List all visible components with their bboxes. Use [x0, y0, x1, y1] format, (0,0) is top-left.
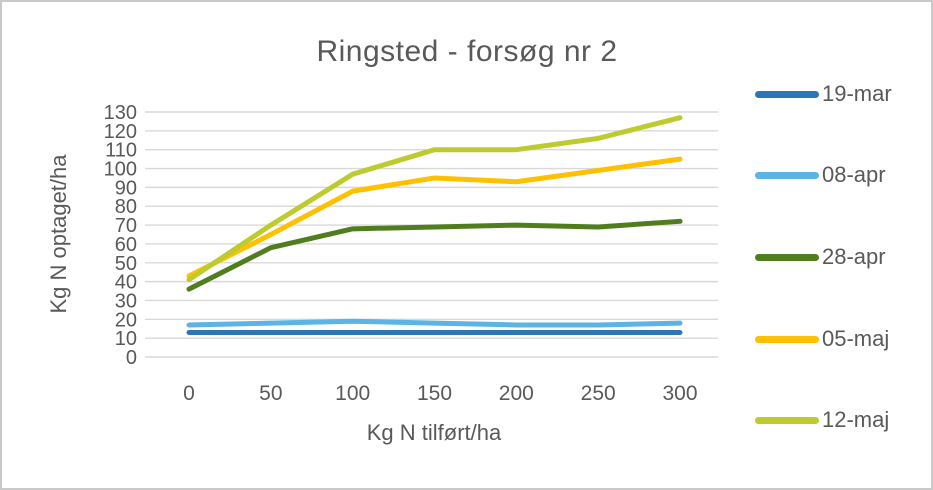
legend-label: 19-mar	[822, 81, 892, 106]
y-tick-label: 70	[115, 215, 137, 237]
legend-label: 28-apr	[822, 244, 886, 269]
y-tick-label: 80	[115, 196, 137, 218]
x-tick-label: 250	[581, 382, 616, 405]
x-tick-label: 150	[417, 382, 452, 405]
y-tick-label: 0	[126, 347, 137, 369]
legend-label: 12-maj	[822, 407, 890, 432]
y-tick-label: 120	[104, 121, 137, 143]
y-tick-label: 30	[115, 290, 137, 312]
x-tick-label: 300	[662, 382, 697, 405]
legend-label: 08-apr	[822, 162, 886, 187]
y-tick-label: 40	[115, 272, 137, 294]
chart-legend: 19-mar 08-apr 28-apr 05-maj 12-maj	[755, 2, 930, 488]
legend-item-19-mar: 19-mar	[755, 79, 892, 109]
legend-swatch-28-apr	[755, 253, 819, 261]
series-line-05-maj	[186, 156, 683, 279]
legend-swatch-08-apr	[755, 171, 819, 179]
x-tick-label: 50	[259, 382, 282, 405]
legend-item-08-apr: 08-apr	[755, 160, 886, 190]
x-tick-label: 200	[499, 382, 534, 405]
y-tick-label: 110	[105, 140, 137, 162]
legend-item-28-apr: 28-apr	[755, 242, 886, 272]
y-tick-label: 50	[115, 253, 137, 275]
x-tick-label: 100	[335, 382, 370, 405]
legend-item-05-maj: 05-maj	[755, 324, 889, 354]
legend-swatch-05-maj	[755, 335, 819, 343]
y-tick-label: 60	[115, 234, 137, 256]
y-tick-label: 10	[115, 328, 137, 350]
x-tick-label: 0	[183, 382, 195, 405]
legend-swatch-19-mar	[755, 90, 819, 98]
series-line-28-apr	[186, 218, 683, 292]
y-tick-label: 20	[115, 309, 137, 331]
legend-swatch-12-maj	[755, 416, 819, 424]
legend-item-12-maj: 12-maj	[755, 405, 889, 435]
chart-title: Ringsted - forsøg nr 2	[316, 35, 618, 68]
y-axis-title: Kg N optaget/ha	[46, 154, 71, 314]
y-tick-label: 90	[115, 177, 137, 199]
y-tick-label: 100	[104, 159, 137, 181]
series-line-08-apr	[186, 318, 683, 328]
series-line-12-maj	[186, 115, 683, 283]
y-tick-label: 130	[104, 102, 137, 124]
legend-label: 05-maj	[822, 326, 890, 351]
x-axis-title: Kg N tilført/ha	[366, 420, 502, 445]
